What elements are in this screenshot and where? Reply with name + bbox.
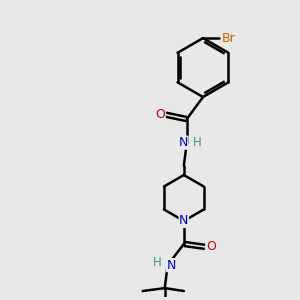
Text: Br: Br bbox=[222, 32, 236, 45]
Text: N: N bbox=[178, 136, 188, 149]
Text: O: O bbox=[206, 240, 216, 254]
Text: H: H bbox=[153, 256, 162, 269]
Text: N: N bbox=[167, 259, 176, 272]
Text: N: N bbox=[179, 214, 188, 227]
Text: H: H bbox=[193, 136, 202, 149]
Text: O: O bbox=[155, 108, 165, 121]
